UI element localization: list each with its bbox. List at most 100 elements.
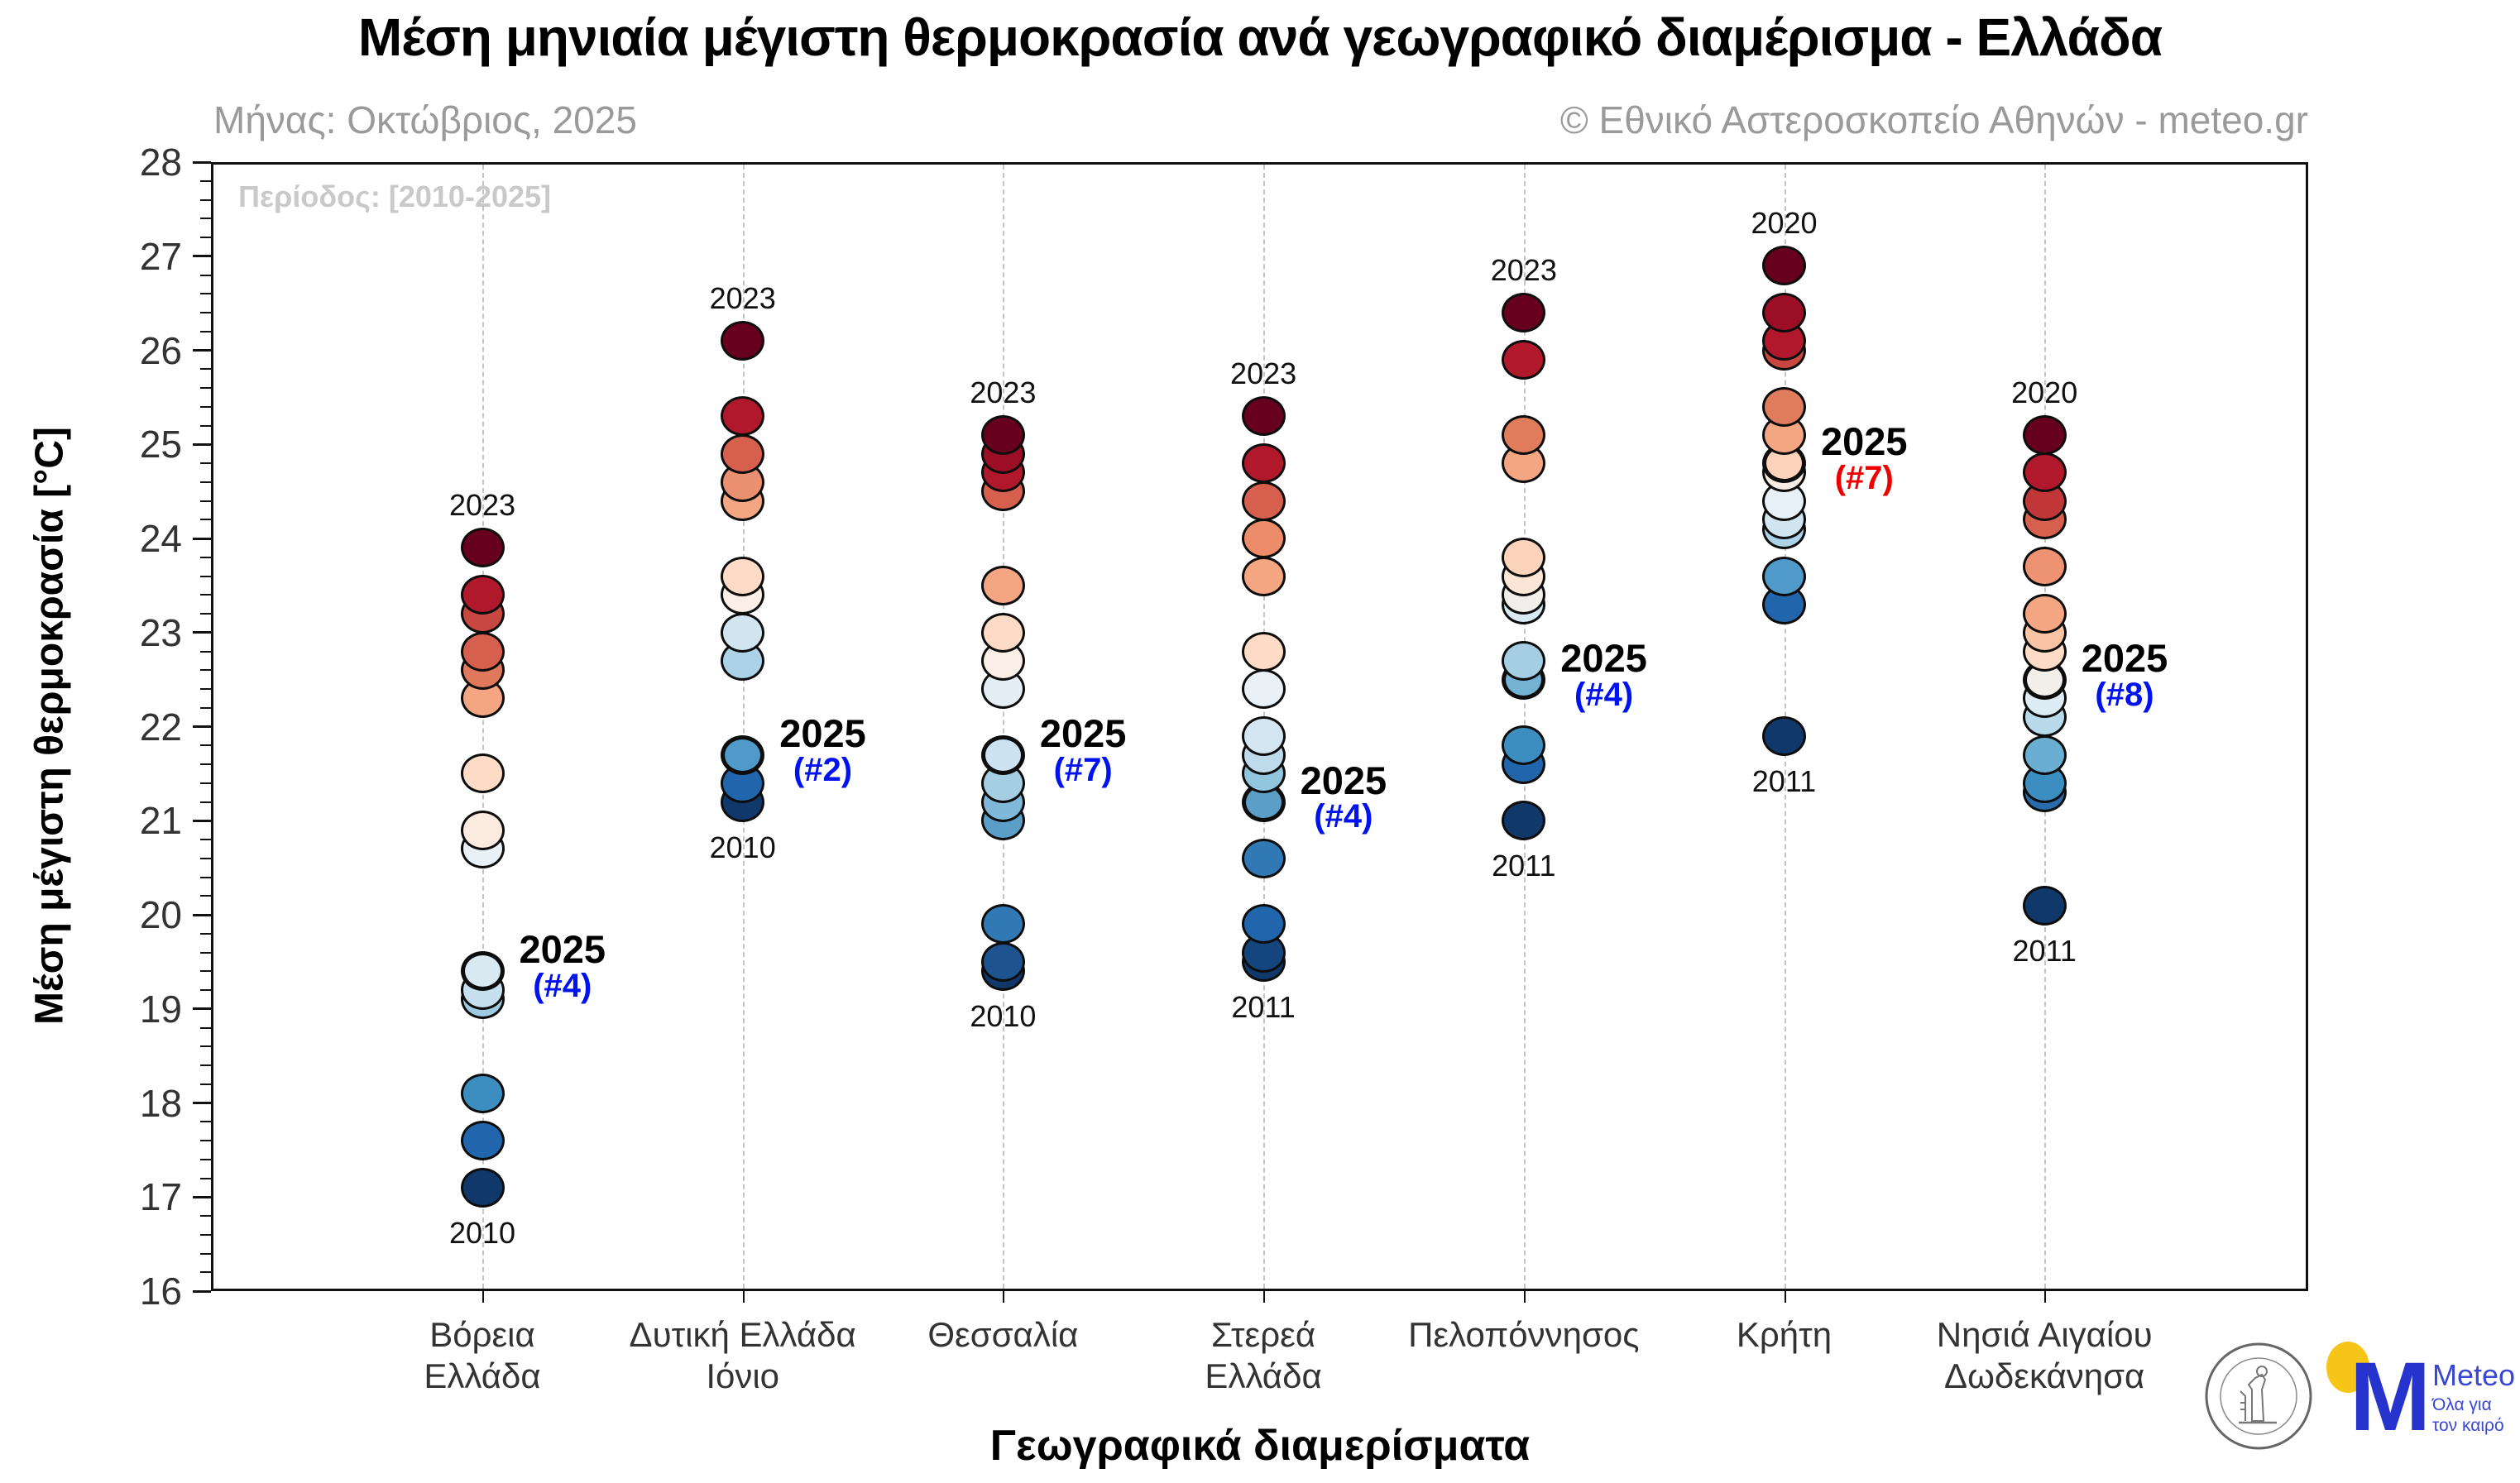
y-major-tick (193, 349, 211, 352)
x-tick (1784, 1291, 1786, 1303)
x-category-label-line: Πελοπόννησος (1408, 1315, 1640, 1354)
y-minor-tick (200, 1140, 211, 1141)
x-axis-title: Γεωγραφικά διαμερίσματα (989, 1422, 1531, 1470)
y-minor-tick (200, 179, 211, 182)
year-label-bottom: 2011 (1231, 989, 1296, 1024)
x-category-label: Νησιά Αιγαίου Δωδεκάνησα (1937, 1314, 2153, 1396)
y-minor-tick (200, 1271, 211, 1274)
y-minor-tick (200, 500, 211, 502)
y-tick-label: 21 (139, 799, 182, 843)
data-point-dot (1762, 293, 1806, 332)
current-year-text: 2025 (2081, 635, 2168, 680)
meteo-logo-m-icon: M (2350, 1342, 2431, 1452)
data-point-dot (1502, 339, 1546, 380)
x-category-label-line: Στερεά (1211, 1315, 1316, 1354)
y-minor-tick (200, 932, 211, 935)
data-point-dot (460, 528, 505, 568)
y-major-tick (193, 725, 211, 728)
y-minor-tick (200, 274, 211, 276)
data-point-dot (1241, 904, 1286, 945)
y-minor-tick (200, 575, 211, 577)
y-tick-label: 25 (139, 423, 182, 466)
subtitle-month: Μήνας: Οκτώβριος, 2025 (213, 98, 637, 141)
x-category-label-line: Ιόνιο (706, 1356, 780, 1395)
x-tick (742, 1291, 745, 1303)
meteo-tagline-line2: τον καιρό (2432, 1416, 2504, 1436)
data-point-dot (980, 904, 1025, 945)
x-category-label-line: Ελλάδα (424, 1356, 541, 1395)
year-label-top: 2023 (970, 375, 1037, 409)
data-point-dot (1241, 838, 1286, 878)
y-minor-tick (200, 312, 211, 313)
y-minor-tick (200, 970, 211, 973)
y-minor-tick (200, 706, 211, 709)
current-year-text: 2025 (1039, 710, 1127, 755)
current-year-text: 2025 (1821, 419, 1908, 463)
x-tick (2044, 1291, 2047, 1303)
y-minor-tick (200, 519, 211, 521)
period-annotation: Περίοδος: [2010-2025] (238, 179, 552, 213)
y-minor-tick (200, 293, 211, 295)
y-major-tick (193, 1289, 211, 1293)
data-point-dot (1241, 443, 1286, 483)
x-category-label: Θεσσαλία (927, 1314, 1078, 1356)
data-point-dot (721, 612, 765, 653)
x-category-label-line: Βόρεια (429, 1315, 535, 1354)
data-point-dot (1762, 715, 1806, 756)
data-point-dot (1241, 715, 1286, 756)
data-point-dot (1502, 293, 1546, 332)
x-category-label: Βόρεια Ελλάδα (424, 1314, 540, 1396)
x-category-label: Κρήτη (1737, 1314, 1832, 1356)
data-point-dot (1241, 631, 1286, 672)
data-point-dot (1502, 725, 1546, 766)
data-point-dot (2022, 452, 2067, 493)
current-year-rank: (#8) (2095, 676, 2154, 713)
y-tick-label: 17 (139, 1175, 182, 1219)
current-year-label: 2025 (#4) (1301, 760, 1387, 835)
subtitle-copyright: © Εθνικό Αστεροσκοπείο Αθηνών - meteo.gr (1559, 98, 2308, 141)
data-point-dot (721, 556, 765, 596)
y-tick-label: 26 (139, 328, 182, 372)
y-minor-tick (200, 218, 211, 220)
data-point-dot (721, 734, 765, 775)
y-minor-tick (200, 839, 211, 840)
y-major-tick (193, 160, 211, 164)
year-label-top: 2020 (2011, 375, 2078, 409)
y-minor-tick (200, 1026, 211, 1029)
current-year-rank: (#4) (1574, 676, 1634, 713)
current-year-text: 2025 (1560, 635, 1647, 680)
y-tick-label: 23 (139, 610, 182, 654)
y-minor-tick (200, 857, 211, 859)
meteo-logo-tagline: Όλα για τον καιρό (2432, 1394, 2504, 1436)
y-major-tick (193, 1195, 211, 1198)
data-point-dot (460, 810, 505, 850)
y-minor-tick (200, 556, 211, 558)
y-minor-tick (200, 876, 211, 878)
page-title: Μέση μηνιαία μέγιστη θερμοκρασία ανά γεω… (357, 7, 2163, 67)
data-point-dot (980, 612, 1025, 653)
data-point-dot (1502, 801, 1546, 841)
y-major-tick (193, 1007, 211, 1011)
y-minor-tick (200, 481, 211, 483)
y-minor-tick (200, 387, 211, 389)
data-point-dot (1241, 481, 1286, 521)
y-tick-label: 20 (139, 893, 182, 936)
y-minor-tick (200, 405, 211, 408)
y-minor-tick (200, 368, 211, 371)
current-year-rank: (#7) (1834, 459, 1894, 496)
x-tick (1263, 1291, 1266, 1303)
data-point-dot (721, 321, 765, 361)
y-major-tick (193, 255, 211, 258)
data-point-dot (1502, 640, 1546, 681)
y-minor-tick (200, 1083, 211, 1085)
data-point-dot (980, 941, 1025, 982)
current-year-label: 2025 (#8) (2081, 635, 2168, 713)
current-year-rank: (#7) (1053, 751, 1113, 788)
y-minor-tick (200, 1215, 211, 1217)
data-point-dot (2022, 885, 2067, 926)
y-major-tick (193, 631, 211, 634)
y-major-tick (193, 537, 211, 540)
y-minor-tick (200, 1064, 211, 1066)
y-minor-tick (200, 951, 211, 954)
current-year-label: 2025 (#4) (1560, 635, 1647, 713)
